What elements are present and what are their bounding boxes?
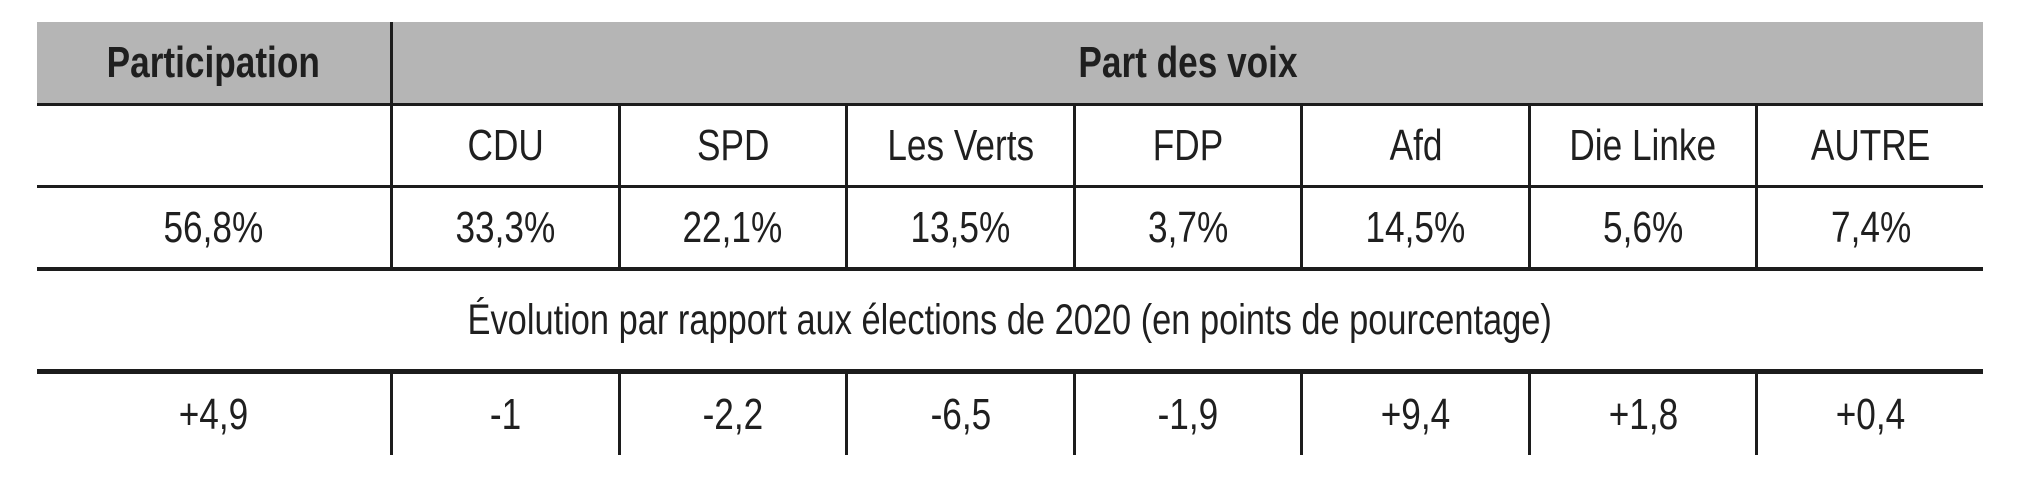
evolution-value: -2,2 xyxy=(702,389,764,439)
participation-value: 56,8% xyxy=(163,202,264,252)
party-header-fdp: FDP xyxy=(1072,106,1301,185)
party-header-autre: AUTRE xyxy=(1755,106,1983,185)
vote-share-value-cell: 5,6% xyxy=(1527,188,1756,267)
vote-share-value: 13,5% xyxy=(910,202,1011,252)
election-results-table: Participation Part des voix CDU SPD Les … xyxy=(37,22,1983,455)
vote-share-value-cell: 14,5% xyxy=(1300,188,1528,267)
vote-share-value-cell: 7,4% xyxy=(1755,188,1983,267)
evolution-value-cell: +1,8 xyxy=(1527,374,1756,455)
evolution-value: -1,9 xyxy=(1157,389,1219,439)
vote-share-value: 3,7% xyxy=(1147,202,1229,252)
evolution-caption-row: Évolution par rapport aux élections de 2… xyxy=(37,271,1983,374)
evolution-caption-cell: Évolution par rapport aux élections de 2… xyxy=(37,271,1983,369)
party-header-afd: Afd xyxy=(1300,106,1528,185)
vote-share-value-cell: 3,7% xyxy=(1072,188,1301,267)
party-label: SPD xyxy=(696,120,770,170)
evolution-value: +9,4 xyxy=(1380,389,1451,439)
evolution-value: +0,4 xyxy=(1835,389,1906,439)
evolution-caption: Évolution par rapport aux élections de 2… xyxy=(467,295,1553,344)
evolution-value: -6,5 xyxy=(930,389,991,439)
evolution-value-cell: +0,4 xyxy=(1755,374,1983,455)
party-label: CDU xyxy=(467,120,544,170)
participation-value-cell: 56,8% xyxy=(37,188,390,267)
vote-share-value-cell: 13,5% xyxy=(845,188,1073,267)
party-label: Afd xyxy=(1389,120,1442,170)
party-label: Les Verts xyxy=(887,120,1034,170)
vote-share-row: 56,8% 33,3% 22,1% 13,5% 3,7% 14,5% 5,6% … xyxy=(37,188,1983,271)
vote-share-header-cell: Part des voix xyxy=(390,22,1983,103)
participation-evolution-cell: +4,9 xyxy=(37,374,390,455)
party-label: AUTRE xyxy=(1811,120,1931,170)
participation-evolution-value: +4,9 xyxy=(178,389,249,439)
party-label: Die Linke xyxy=(1569,120,1717,170)
party-header-row: CDU SPD Les Verts FDP Afd Die Linke AUTR… xyxy=(37,106,1983,188)
evolution-value-cell: -1,9 xyxy=(1072,374,1301,455)
evolution-value-cell: -6,5 xyxy=(845,374,1073,455)
party-header-empty-cell xyxy=(37,106,390,185)
participation-header-cell: Participation xyxy=(37,22,390,103)
vote-share-header-label: Part des voix xyxy=(1078,37,1298,87)
group-header-row: Participation Part des voix xyxy=(37,22,1983,106)
party-header-cdu: CDU xyxy=(390,106,618,185)
party-header-die-linke: Die Linke xyxy=(1527,106,1756,185)
evolution-value: -1 xyxy=(489,389,521,439)
party-header-spd: SPD xyxy=(617,106,846,185)
participation-header-label: Participation xyxy=(106,37,321,87)
vote-share-value: 7,4% xyxy=(1830,202,1911,252)
vote-share-value: 33,3% xyxy=(455,202,556,252)
party-label: FDP xyxy=(1152,120,1224,170)
evolution-value-cell: +9,4 xyxy=(1300,374,1528,455)
evolution-value-cell: -1 xyxy=(390,374,618,455)
vote-share-value: 22,1% xyxy=(682,202,783,252)
evolution-value-cell: -2,2 xyxy=(617,374,846,455)
vote-share-value-cell: 22,1% xyxy=(617,188,846,267)
evolution-values-row: +4,9 -1 -2,2 -6,5 -1,9 +9,4 +1,8 +0,4 xyxy=(37,374,1983,455)
vote-share-value: 5,6% xyxy=(1603,202,1684,252)
party-header-les-verts: Les Verts xyxy=(845,106,1073,185)
vote-share-value: 14,5% xyxy=(1365,202,1466,252)
vote-share-value-cell: 33,3% xyxy=(390,188,618,267)
evolution-value: +1,8 xyxy=(1608,389,1678,439)
